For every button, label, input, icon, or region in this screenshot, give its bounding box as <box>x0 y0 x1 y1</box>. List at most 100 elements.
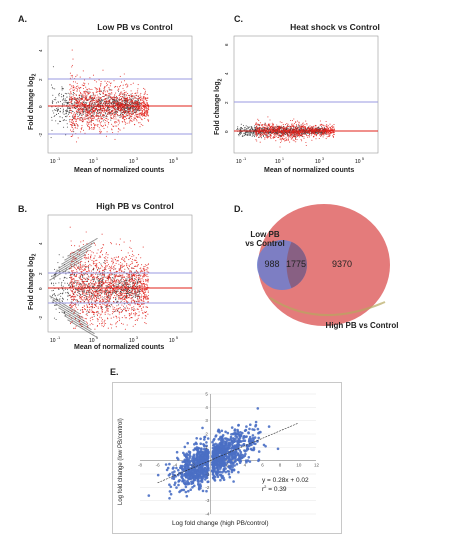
ma-c-red-point <box>304 126 306 128</box>
ma-c-red-point <box>306 123 308 125</box>
ma-a-red-point <box>81 119 83 121</box>
ma-c-gray-point <box>303 133 305 134</box>
ma-a-red-point <box>69 109 71 111</box>
ma-b-red-point <box>138 254 140 256</box>
ma-c-red-point <box>259 122 261 124</box>
ma-a-red-point <box>84 90 86 92</box>
ma-b-gray-point <box>67 293 69 294</box>
ma-a-red-point <box>91 114 93 117</box>
ma-a-red-point <box>77 103 79 105</box>
ma-c-red-point <box>286 127 288 129</box>
ma-a-red-point <box>91 100 93 102</box>
ma-a-red-point <box>74 104 76 106</box>
ma-a-red-point <box>124 92 126 94</box>
ma-a-red-point <box>137 108 139 110</box>
ma-a-gray-point <box>112 107 114 109</box>
ma-c-gray-point <box>247 131 248 133</box>
ma-b-gray-point <box>127 277 129 279</box>
ma-a-red-point <box>120 91 122 93</box>
ma-a-red-point <box>75 94 77 96</box>
ma-b-gray-point <box>68 284 70 286</box>
ma-a-gray-point <box>75 106 77 108</box>
panel-a: A. Low PB vs Control 10 -1 10 1 10 3 10 5 4 … <box>0 0 210 190</box>
ma-c-red-point <box>296 131 298 133</box>
ma-b-gray-point <box>59 278 61 280</box>
ma-c-red-point <box>314 133 316 135</box>
ma-c-gray-point <box>243 132 245 134</box>
ma-c-red-point <box>291 124 293 126</box>
ma-a-red-point <box>133 117 135 119</box>
ma-a-red-point <box>121 112 123 114</box>
ma-c-red-point <box>302 126 304 128</box>
ma-a-red-point <box>113 107 115 109</box>
ma-a-red-point <box>81 98 83 101</box>
ma-a-gray-point <box>86 102 88 104</box>
ma-b-gray-point <box>59 298 61 300</box>
ma-c-red-point <box>290 126 292 129</box>
ma-a-red-point <box>69 115 71 118</box>
ma-a-red-point <box>72 134 74 136</box>
ma-a-red-point <box>139 94 141 96</box>
ma-b-gray-point <box>52 295 53 297</box>
ma-a-red-point <box>81 115 83 117</box>
ma-b-red-point <box>104 295 106 297</box>
ma-a-gray-point <box>126 111 128 113</box>
ma-a-red-point <box>146 103 149 105</box>
ma-c-gray-point <box>274 126 276 128</box>
ma-a-red-point <box>81 108 83 110</box>
ma-b-gray-point <box>90 293 92 295</box>
ma-b-gray-point <box>55 304 57 306</box>
ma-a-red-point <box>95 112 97 114</box>
ma-a-red-point <box>95 87 97 89</box>
ma-a-gray-point <box>76 113 78 115</box>
ma-a-gray-point <box>60 120 62 122</box>
ma-a-red-point <box>138 107 140 109</box>
ma-c-red-point <box>291 129 294 131</box>
ma-a-red-point <box>143 95 145 97</box>
ma-a-red-point <box>77 111 79 113</box>
ma-c-red-point <box>259 141 261 143</box>
ma-a-red-point <box>98 113 100 115</box>
ma-a-red-point <box>145 115 147 117</box>
ma-b-red-point <box>110 257 112 259</box>
ma-b-gray-point <box>96 289 98 291</box>
ma-a-red-point <box>83 107 85 109</box>
ma-b-gray-point <box>77 299 79 301</box>
ma-c-red-point <box>261 134 264 136</box>
ma-b-gray-point <box>127 290 129 292</box>
ma-a-red-point <box>126 103 128 105</box>
ma-c-red-point <box>275 126 277 128</box>
ma-a-red-point <box>78 97 80 99</box>
ma-a-gray-point <box>84 102 86 104</box>
ma-a-red-point <box>117 124 119 126</box>
ma-a-red-point <box>117 89 119 91</box>
ma-b-red-point <box>102 279 104 281</box>
ma-a-red-point <box>123 109 125 111</box>
ma-c-gray-point <box>319 127 320 129</box>
ma-a-red-point <box>80 109 82 111</box>
ma-a-red-point <box>98 89 100 91</box>
ma-c-red-point <box>260 136 262 138</box>
ma-c-gray-point <box>237 128 239 130</box>
ma-a-red-point <box>69 121 71 123</box>
ma-a-gray-point <box>73 98 75 100</box>
ma-c-gray-point <box>254 134 256 136</box>
ma-c-red-point <box>294 131 296 133</box>
ma-a-red-point <box>129 101 131 103</box>
ma-a-red-point <box>98 87 100 89</box>
ma-a-red-point <box>104 80 106 82</box>
ma-c-red-point <box>293 124 295 126</box>
ma-b-gray-point <box>61 293 63 295</box>
ma-a-gray-point <box>58 109 59 111</box>
ma-a-red-point <box>144 106 146 108</box>
ma-c-red-point <box>287 138 289 140</box>
ma-a-red-point <box>71 131 73 133</box>
ma-c-gray-point <box>280 133 282 135</box>
ma-b-red-point <box>141 278 143 280</box>
ma-c-red-point <box>279 126 282 128</box>
ma-a-red-point <box>114 103 117 105</box>
ma-c-gray-point <box>247 134 248 136</box>
ma-a-gray-point <box>55 99 57 101</box>
ma-a-red-point <box>69 107 71 109</box>
ma-c-red-point <box>320 128 322 130</box>
